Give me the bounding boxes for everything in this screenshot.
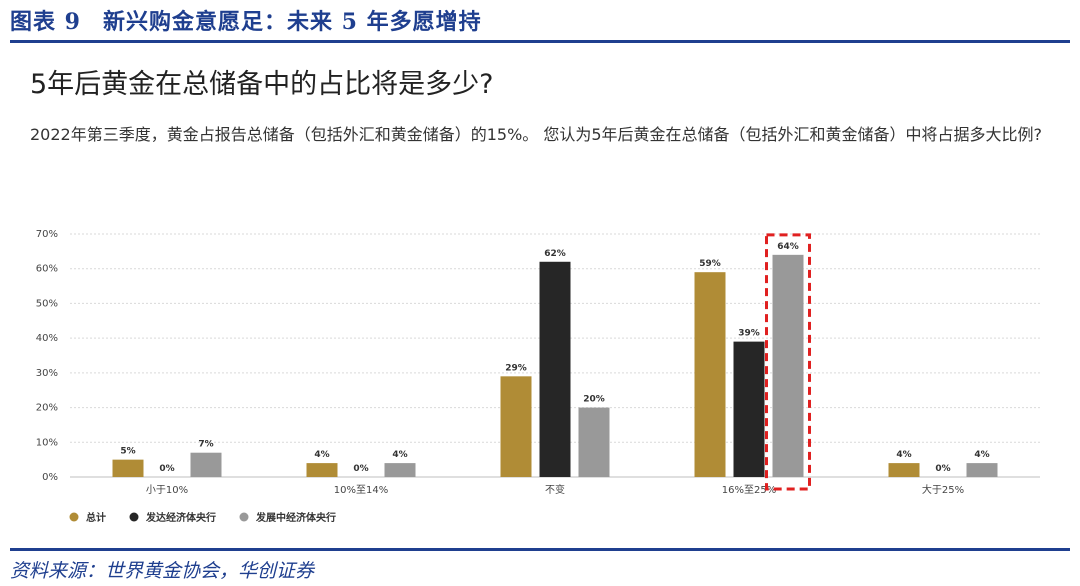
legend-label: 发展中经济体央行 [255,511,336,524]
y-axis: 0% 10% 20% 30% 40% 50% 60% 70% [36,229,58,483]
data-labels: 5% 0% 7% 4% 0% 4% 29% 62% 20% 59% 39% 64% 4% 0% 4% [120,242,989,474]
data-label: 64% [777,242,799,252]
x-axis: 小于10% 10%至14% 不变 16%至25% 大于25% [146,483,964,496]
y-tick-label: 10% [36,437,58,448]
data-label: 4% [974,450,989,460]
data-label: 0% [935,464,950,474]
x-category-label: 16%至25% [722,484,776,496]
data-label: 4% [896,450,911,460]
data-label: 59% [699,259,721,269]
highlight-box [765,233,811,491]
y-tick-label: 60% [36,264,58,275]
y-tick-label: 20% [36,403,58,414]
figure-header: 图表 9 新兴购金意愿足：未来 5 年多愿增持 [10,4,482,36]
bars [112,254,998,477]
data-label: 20% [583,395,605,405]
data-label: 7% [198,440,213,450]
bar [539,261,571,477]
footer-rule [10,548,1070,551]
y-tick-label: 50% [36,298,58,309]
source-note: 资料来源：世界黄金协会，华创证券 [10,560,315,582]
data-label: 0% [353,464,368,474]
bar [578,407,610,477]
header-rule [10,40,1070,43]
x-category-label: 大于25% [922,483,964,496]
figure-number: 图表 9 [10,9,81,35]
chart-title: 5年后黄金在总储备中的占比将是多少? [30,69,494,100]
y-tick-label: 0% [42,472,58,483]
x-category-label: 10%至14% [334,484,388,496]
data-label: 4% [392,450,407,460]
bar [190,452,222,477]
bar [384,463,416,477]
chart-subtitle: 2022年第三季度，黄金占报告总储备（包括外汇和黄金储备）的15%。 您认为5年… [30,125,1043,144]
bar [694,272,726,477]
data-label: 0% [159,464,174,474]
legend-swatch-developed [129,512,139,522]
bar [500,376,532,477]
bar-chart: 0% 10% 20% 30% 40% 50% 60% 70% 5% 0% 7% 4% 0% 4% 29% 6… [36,229,1040,524]
y-tick-label: 70% [36,229,58,240]
legend-swatch-emerging [239,512,249,522]
legend-swatch-total [69,512,79,522]
bar [306,463,338,477]
x-category-label: 小于10% [146,484,188,496]
data-label: 4% [314,450,329,460]
bar [888,463,920,477]
data-label: 62% [544,249,566,259]
legend-label: 发达经济体央行 [145,511,216,524]
bar [112,459,144,477]
bar [966,463,998,477]
figure-title: 新兴购金意愿足：未来 5 年多愿增持 [102,9,482,35]
y-tick-label: 30% [36,368,58,379]
legend: 总计 发达经济体央行 发展中经济体央行 [69,511,336,524]
legend-label: 总计 [86,511,106,524]
bar [772,254,804,477]
data-label: 5% [120,447,135,457]
x-category-label: 不变 [545,483,565,496]
data-label: 29% [505,363,527,373]
data-label: 39% [738,329,760,339]
y-tick-label: 40% [36,333,58,344]
highlight-box [765,233,811,491]
bar [733,341,765,477]
